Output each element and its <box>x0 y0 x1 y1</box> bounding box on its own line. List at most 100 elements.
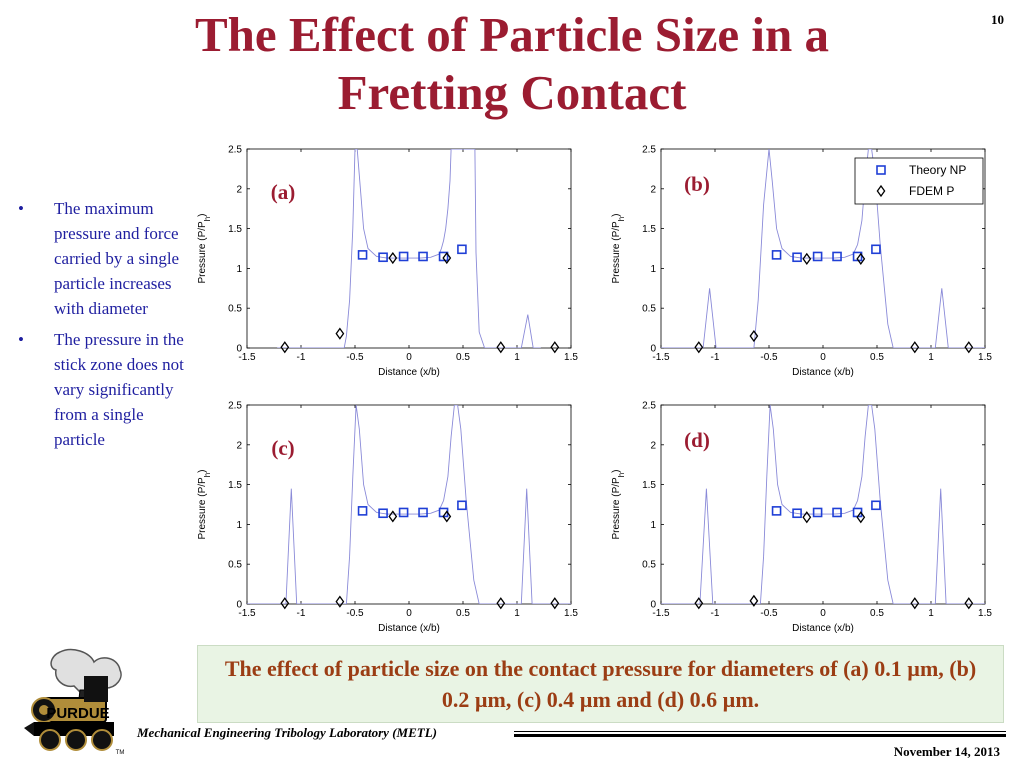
y-tick-label: 1 <box>236 520 242 531</box>
theory-np-marker <box>871 500 881 511</box>
x-tick-label: 0.5 <box>870 352 884 363</box>
y-tick-label: 2.5 <box>228 145 242 156</box>
fdem-p-marker <box>749 594 759 607</box>
fdem-p-marker <box>910 597 920 610</box>
fdem-p-marker <box>550 341 560 354</box>
chart-panel-a: -1.5 -1 -0.5 0 0.5 1 1.5 0 0.5 1 1.5 2 2.5 Distance (… <box>190 142 590 392</box>
fdem-p-marker <box>388 510 398 523</box>
y-axis-label-main: Pressure (P/P <box>197 477 208 540</box>
fdem-p-marker <box>802 252 812 265</box>
panel-label: (c) <box>271 436 294 460</box>
x-tick-label: 0 <box>820 352 826 363</box>
fdem-p-marker <box>749 329 759 343</box>
bullet-item: The maximum pressure and force carried b… <box>14 196 184 321</box>
legend-fdem-p-marker <box>876 184 886 198</box>
y-tick-label: 2 <box>236 184 242 195</box>
fdem-p-marker <box>442 251 452 265</box>
y-axis-label-close: ) <box>611 213 622 216</box>
chart-panel-b: -1.5 -1 -0.5 0 0.5 1 1.5 0 0.5 1 1.5 2 2.5 Distance (… <box>604 142 1004 392</box>
fdem-p-marker <box>964 597 974 610</box>
theory-np-marker <box>832 251 842 262</box>
footer-date: November 14, 2013 <box>893 744 1000 759</box>
x-tick-label: 1.5 <box>978 352 992 363</box>
y-tick-label: 1.5 <box>642 480 656 491</box>
x-tick-label: 1.5 <box>564 352 578 363</box>
y-axis-label-sub: h <box>617 473 626 477</box>
x-tick-label: 1 <box>514 608 520 619</box>
y-tick-label: 0 <box>650 344 656 355</box>
x-tick-label: -1 <box>297 352 306 363</box>
x-tick-label: -1 <box>297 608 306 619</box>
x-tick-label: 1 <box>928 608 934 619</box>
fdem-p-marker <box>856 252 866 265</box>
fdem-p-marker <box>856 511 866 524</box>
fdem-p-marker <box>964 341 974 354</box>
theory-np-marker <box>832 507 842 518</box>
x-tick-label: 1 <box>514 352 520 363</box>
bullet-item: The pressure in the stick zone does not … <box>14 327 184 452</box>
legend-label: Theory NP <box>909 163 966 177</box>
theory-np-marker <box>812 507 823 518</box>
y-tick-label: 0 <box>236 344 242 355</box>
theory-np-marker <box>418 251 428 262</box>
x-tick-label: 0.5 <box>456 608 470 619</box>
y-tick-label: 2 <box>650 440 656 451</box>
panel-label: (a) <box>271 180 296 204</box>
y-tick-label: 2.5 <box>642 145 656 156</box>
y-tick-label: 0 <box>650 600 656 611</box>
fdem-p-marker <box>442 510 452 523</box>
fdem-p-marker <box>280 597 290 610</box>
y-tick-label: 2 <box>236 440 242 451</box>
x-tick-label: -0.5 <box>760 352 778 363</box>
x-tick-label: -1.5 <box>652 352 670 363</box>
pressure-curve <box>661 405 985 604</box>
footer-lab-name: Mechanical Engineering Tribology Laborat… <box>137 725 437 740</box>
y-axis-label-main: Pressure (P/P <box>197 221 208 284</box>
x-tick-label: 0.5 <box>870 608 884 619</box>
chart-panel-d: -1.5 -1 -0.5 0 0.5 1 1.5 0 0.5 1 1.5 2 2.5 Distance (… <box>604 398 1004 648</box>
y-axis-label-close: ) <box>197 469 208 472</box>
y-axis-label-main: Pressure (P/P <box>611 221 622 284</box>
y-axis-label-sub: h <box>203 217 212 221</box>
x-tick-label: -1.5 <box>652 608 670 619</box>
pressure-curve <box>661 149 985 348</box>
x-tick-label: 0 <box>406 608 412 619</box>
theory-np-marker <box>418 507 428 518</box>
x-tick-label: -0.5 <box>346 352 364 363</box>
theory-np-marker <box>792 508 802 519</box>
pressure-curve <box>277 149 541 348</box>
y-tick-label: 1.5 <box>228 224 242 235</box>
chart-a-svg: -1.5 -1 -0.5 0 0.5 1 1.5 0 0.5 1 1.5 2 2.5 Distance (… <box>197 145 578 379</box>
panel-label: (b) <box>684 172 710 196</box>
theory-np-marker <box>438 251 449 262</box>
theory-np-marker <box>457 244 467 255</box>
y-tick-label: 0.5 <box>642 304 656 315</box>
x-axis-label: Distance (x/b) <box>792 367 854 378</box>
y-axis-label: Pressure (P/Ph) <box>197 469 212 539</box>
theory-np-marker <box>771 506 782 516</box>
x-tick-label: 0 <box>406 352 412 363</box>
x-tick-label: -1.5 <box>238 608 256 619</box>
theory-np-marker <box>357 506 368 516</box>
slide-title: The Effect of Particle Size in a Frettin… <box>120 6 904 122</box>
x-tick-label: -1 <box>711 352 720 363</box>
fdem-p-marker <box>388 251 398 265</box>
theory-np-marker <box>398 251 409 262</box>
theory-np-marker <box>792 252 802 263</box>
slide-title-line-1: The Effect of Particle Size in a <box>194 7 830 62</box>
theory-np-marker <box>378 252 388 263</box>
fdem-p-marker <box>280 341 290 354</box>
y-tick-label: 0.5 <box>642 560 656 571</box>
y-tick-label: 0.5 <box>228 560 242 571</box>
fdem-p-marker <box>694 597 704 610</box>
fdem-p-marker <box>802 511 812 524</box>
y-axis-label-main: Pressure (P/P <box>611 477 622 540</box>
x-axis-label: Distance (x/b) <box>378 623 440 634</box>
bullet-list: The maximum pressure and force carried b… <box>14 196 184 458</box>
x-axis-label: Distance (x/b) <box>378 367 440 378</box>
fdem-p-marker <box>910 341 920 354</box>
plot-area <box>246 148 572 349</box>
purdue-train-logo: PURDUE TM <box>24 648 124 756</box>
theory-np-marker <box>812 251 823 262</box>
page-number: 10 <box>991 12 1004 27</box>
